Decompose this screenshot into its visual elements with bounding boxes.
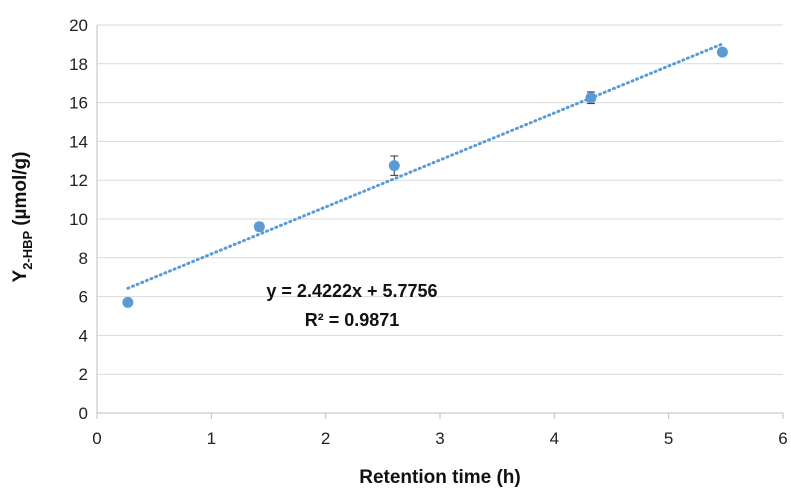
- y-axis-title-subscript: 2-HBP: [20, 230, 35, 269]
- trendline-layer: [126, 42, 724, 290]
- y-tick-label: 6: [79, 288, 88, 307]
- x-tick-label: 3: [435, 429, 444, 448]
- trendline-equation: y = 2.4222x + 5.7756: [266, 281, 437, 301]
- grid: [97, 24, 783, 375]
- data-point: [122, 296, 134, 308]
- x-tick-label: 2: [321, 429, 330, 448]
- y-tick-label: 16: [69, 94, 88, 113]
- data-points: [122, 46, 728, 308]
- y-axis-title-unit: (µmol/g): [10, 152, 31, 226]
- x-tick-label: 6: [778, 429, 787, 448]
- axes: [96, 25, 784, 419]
- r-squared-label: R² = 0.9871: [305, 310, 400, 330]
- y-tick-label: 2: [79, 365, 88, 384]
- data-point: [253, 221, 265, 233]
- data-point: [716, 46, 728, 58]
- y-tick-labels: 0 2 4 6 8 10 12 14 16 18 20: [69, 16, 88, 423]
- x-axis-title: Retention time (h): [359, 467, 521, 488]
- y-tick-label: 18: [69, 55, 88, 74]
- x-tick-label: 1: [207, 429, 216, 448]
- y-tick-label: 20: [69, 16, 88, 35]
- trendline: [126, 42, 724, 290]
- y-tick-label: 14: [69, 132, 88, 151]
- y-axis-title: Y2-HBP (µmol/g): [10, 152, 35, 283]
- y-tick-label: 10: [69, 210, 88, 229]
- x-tick-labels: 0 1 2 3 4 5 6: [92, 429, 787, 448]
- data-point: [388, 160, 400, 172]
- data-point: [585, 92, 597, 104]
- y-axis-title-main: Y: [10, 269, 31, 282]
- y-tick-label: 8: [79, 249, 88, 268]
- x-tick-label: 5: [664, 429, 673, 448]
- y-tick-label: 12: [69, 171, 88, 190]
- y-tick-label: 0: [79, 404, 88, 423]
- y-tick-label: 4: [79, 326, 88, 345]
- x-tick-label: 4: [550, 429, 559, 448]
- x-tick-label: 0: [92, 429, 101, 448]
